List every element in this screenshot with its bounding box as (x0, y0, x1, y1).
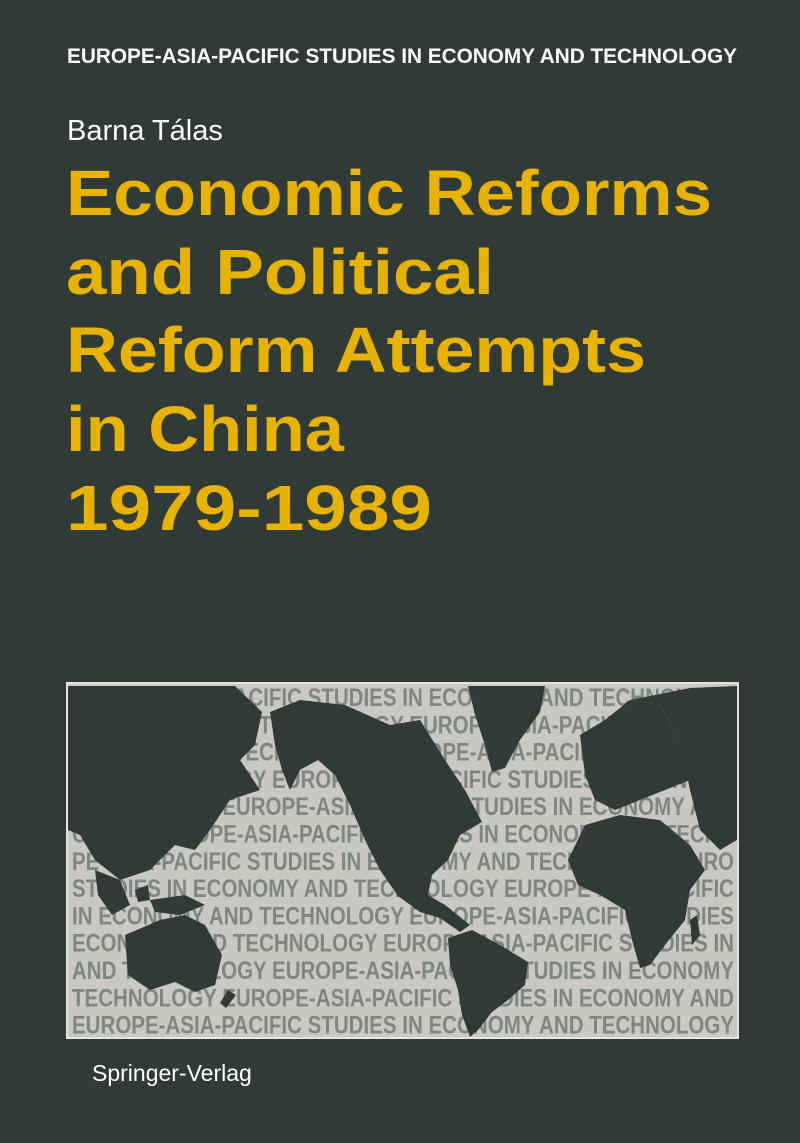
africa-land (568, 815, 705, 968)
title-line-5: 1979-1989 (66, 472, 432, 544)
pattern-line: EUROPE-ASIA-PACIFIC STUDIES IN ECONOMY A… (72, 1012, 734, 1040)
title-line-3: Reform Attempts (66, 314, 646, 386)
title-line-4: in China (66, 393, 344, 465)
author-name: Barna Tálas (67, 115, 223, 147)
north-america-land (270, 700, 482, 932)
map-panel: EUROPE-ASIA-PACIFIC STUDIES IN ECONOMY A… (66, 682, 739, 1040)
greenland-land (468, 686, 545, 772)
australia-land (125, 915, 236, 1008)
publisher-name: Springer-Verlag (92, 1060, 252, 1086)
europe-land (580, 700, 690, 810)
title-line-1: Economic Reforms (66, 157, 712, 229)
southeast-asia-land (95, 870, 205, 915)
series-name: EUROPE-ASIA-PACIFIC STUDIES IN ECONOMY A… (67, 45, 737, 68)
asia-east-land (630, 686, 737, 850)
pattern-line: TECHNOLOGY EUROPE-ASIA-PACIFIC STUDIES I… (72, 984, 734, 1012)
south-america-land (448, 930, 528, 1037)
world-map-image (68, 686, 737, 1037)
book-title: Economic Reforms and Political Reform At… (66, 157, 712, 544)
title-line-2: and Political (66, 236, 494, 308)
asia-west-land (68, 686, 262, 880)
